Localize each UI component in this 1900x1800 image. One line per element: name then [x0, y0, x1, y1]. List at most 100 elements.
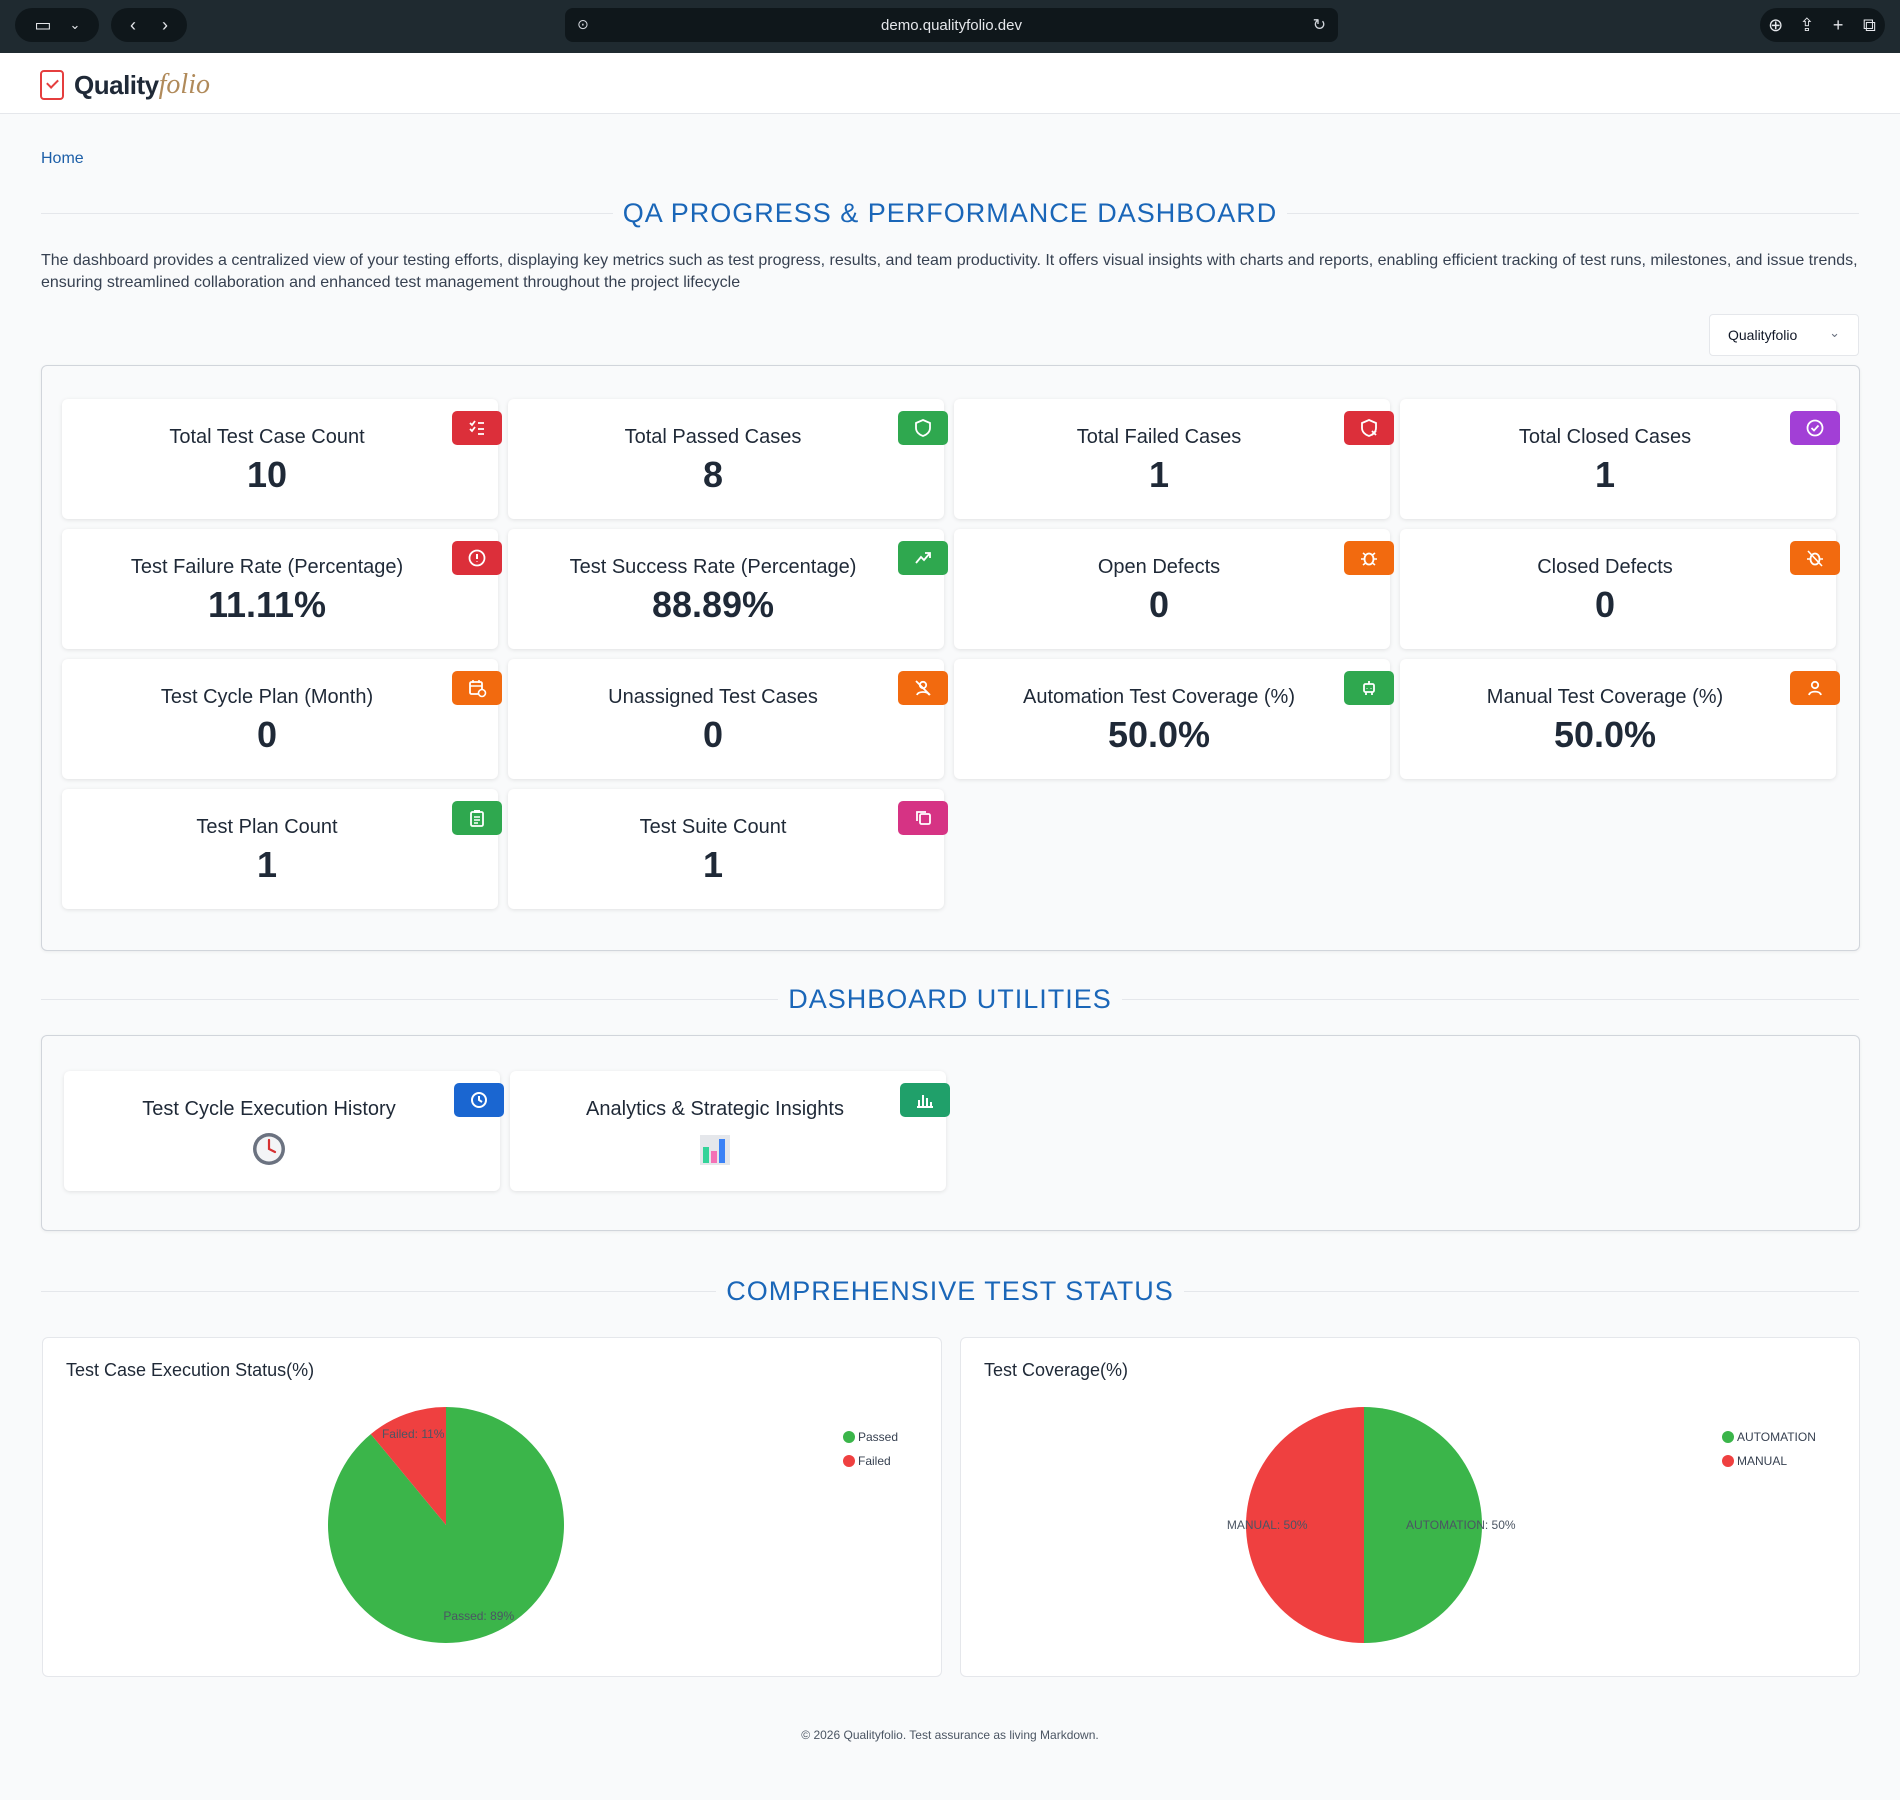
logo[interactable]: Quality folio [40, 69, 210, 101]
metric-value: 1 [702, 844, 724, 885]
copy-icon [898, 801, 948, 835]
page-title: QA PROGRESS & PERFORMANCE DASHBOARD [622, 197, 1278, 228]
lock-icon: ⊙ [577, 16, 589, 32]
bug-icon [1344, 541, 1394, 575]
robot-icon [1344, 671, 1394, 705]
pie-slice-label: MANUAL: 50% [1227, 1518, 1308, 1532]
bug-off-icon [1790, 541, 1840, 575]
legend-marker [1722, 1431, 1734, 1443]
metric-card: Closed Defects 0 [1400, 529, 1840, 649]
tabs-icon[interactable]: ⧉ [1862, 14, 1876, 35]
metric-label: Test Suite Count [639, 816, 787, 838]
metric-label: Test Success Rate (Percentage) [569, 556, 857, 578]
metric-label: Automation Test Coverage (%) [1023, 686, 1295, 708]
logo-text-quality: Quality [74, 69, 159, 100]
pie-slice-automation [1364, 1407, 1482, 1643]
metric-card: Unassigned Test Cases 0 [508, 659, 948, 779]
metric-value: 0 [1594, 584, 1616, 625]
sidebar-toggle-group[interactable]: ▭ ⌄ [15, 8, 99, 42]
dashboard-heading: QA PROGRESS & PERFORMANCE DASHBOARD [41, 198, 1859, 228]
utility-card-history[interactable]: Test Cycle Execution History [64, 1071, 504, 1191]
history-icon [454, 1083, 504, 1117]
legend-marker [843, 1455, 855, 1467]
reload-icon[interactable]: ↻ [1312, 17, 1326, 34]
metric-label: Total Failed Cases [1076, 426, 1242, 448]
metric-value: 0 [256, 714, 278, 755]
metric-label: Test Plan Count [196, 816, 338, 838]
metric-value: 0 [702, 714, 724, 755]
bar-chart-icon [900, 1083, 950, 1117]
browser-toolbar: ▭ ⌄ ‹ › ⊙ demo.qualityfolio.dev ↻ ⊕ ⇪ + … [0, 0, 1900, 53]
status-heading: COMPREHENSIVE TEST STATUS [41, 1275, 1860, 1306]
metric-value: 10 [246, 454, 288, 495]
metric-card: Total Closed Cases 1 [1400, 399, 1840, 519]
utility-label: Analytics & Strategic Insights [586, 1098, 844, 1120]
coverage-chart: Test Coverage(%) AUTOMATION: 50% MANUAL: … [960, 1337, 1860, 1677]
metric-label: Manual Test Coverage (%) [1486, 686, 1724, 708]
url-text: demo.qualityfolio.dev [881, 16, 1022, 34]
share-icon[interactable]: ⇪ [1799, 14, 1815, 35]
legend-label-automation: AUTOMATION [1737, 1430, 1816, 1444]
chart-icon [700, 1135, 730, 1165]
metric-card: Manual Test Coverage (%) 50.0% [1400, 659, 1840, 779]
coverage-pie-svg: AUTOMATION: 50% MANUAL: 50% AUTOMATION MANU… [1227, 1407, 1816, 1643]
metric-value: 0 [1148, 584, 1170, 625]
download-icon[interactable]: ⊕ [1768, 14, 1784, 35]
clock-icon [253, 1133, 285, 1165]
nav-buttons: ‹ › [111, 8, 187, 42]
metric-card: Open Defects 0 [954, 529, 1394, 649]
utility-label: Test Cycle Execution History [142, 1098, 396, 1120]
user-icon [1790, 671, 1840, 705]
chevron-down-icon[interactable]: ⌄ [69, 17, 81, 32]
project-select-value: Qualityfolio [1728, 327, 1798, 343]
legend-label-manual: MANUAL [1737, 1454, 1787, 1468]
pie-slice-failed [370, 1407, 446, 1525]
metric-label: Test Cycle Plan (Month) [160, 686, 374, 708]
metric-value: 11.11% [207, 584, 327, 625]
chevron-down-icon: ⌄ [1829, 325, 1840, 340]
pie-slice-label: AUTOMATION: 50% [1406, 1518, 1516, 1532]
status-title: COMPREHENSIVE TEST STATUS [726, 1275, 1174, 1306]
metric-value: 88.89% [651, 584, 775, 625]
legend-label-passed: Passed [858, 1430, 898, 1444]
address-bar[interactable]: ⊙ demo.qualityfolio.dev ↻ [565, 8, 1338, 42]
metric-label: Test Failure Rate (Percentage) [130, 556, 404, 578]
forward-icon[interactable]: › [162, 14, 168, 35]
utility-card-analytics[interactable]: Analytics & Strategic Insights [510, 1071, 950, 1191]
execution-status-chart: Test Case Execution Status(%) Passed: 89… [42, 1337, 942, 1677]
utilities-panel: Test Cycle Execution History Analytics &… [41, 1035, 1860, 1231]
metric-value: 1 [256, 844, 278, 885]
metric-value: 1 [1148, 454, 1170, 495]
browser-actions: ⊕ ⇪ + ⧉ [1760, 8, 1885, 42]
chart-title: Test Coverage(%) [984, 1360, 1129, 1380]
breadcrumb-home[interactable]: Home [41, 150, 84, 167]
app-header: Quality folio [0, 53, 1900, 114]
logo-text-folio: folio [158, 69, 210, 100]
metric-label: Total Passed Cases [624, 426, 802, 448]
pie-slice-label: Failed: 11% [382, 1427, 445, 1441]
metric-label: Closed Defects [1537, 556, 1673, 578]
project-select[interactable]: Qualityfolio ⌄ [1709, 314, 1859, 356]
metric-label: Total Closed Cases [1518, 426, 1692, 448]
shield-check-icon [898, 411, 948, 445]
metric-card: Test Plan Count 1 [62, 789, 502, 909]
metric-label: Open Defects [1097, 556, 1221, 578]
new-tab-icon[interactable]: + [1832, 14, 1844, 35]
back-icon[interactable]: ‹ [130, 14, 136, 35]
metric-card: Test Failure Rate (Percentage) 11.11% [62, 529, 502, 649]
legend-marker [1722, 1455, 1734, 1467]
metric-value: 8 [702, 454, 724, 495]
metric-card: Total Test Case Count 10 [62, 399, 502, 519]
alert-circle-icon [452, 541, 502, 575]
circle-check-icon [1790, 411, 1840, 445]
clipboard-icon [452, 801, 502, 835]
logo-check-icon [40, 70, 64, 100]
trend-up-icon [898, 541, 948, 575]
chart-title: Test Case Execution Status(%) [66, 1360, 315, 1380]
footer: © 2026 Qualityfolio. Test assurance as l… [801, 1728, 1099, 1742]
metrics-panel: Total Test Case Count 10 Total Passed Case… [41, 365, 1860, 951]
metric-value: 50.0% [1553, 714, 1657, 755]
metric-card: Automation Test Coverage (%) 50.0% [954, 659, 1394, 779]
sidebar-icon[interactable]: ▭ [34, 14, 52, 35]
legend-label-failed: Failed [858, 1454, 891, 1468]
